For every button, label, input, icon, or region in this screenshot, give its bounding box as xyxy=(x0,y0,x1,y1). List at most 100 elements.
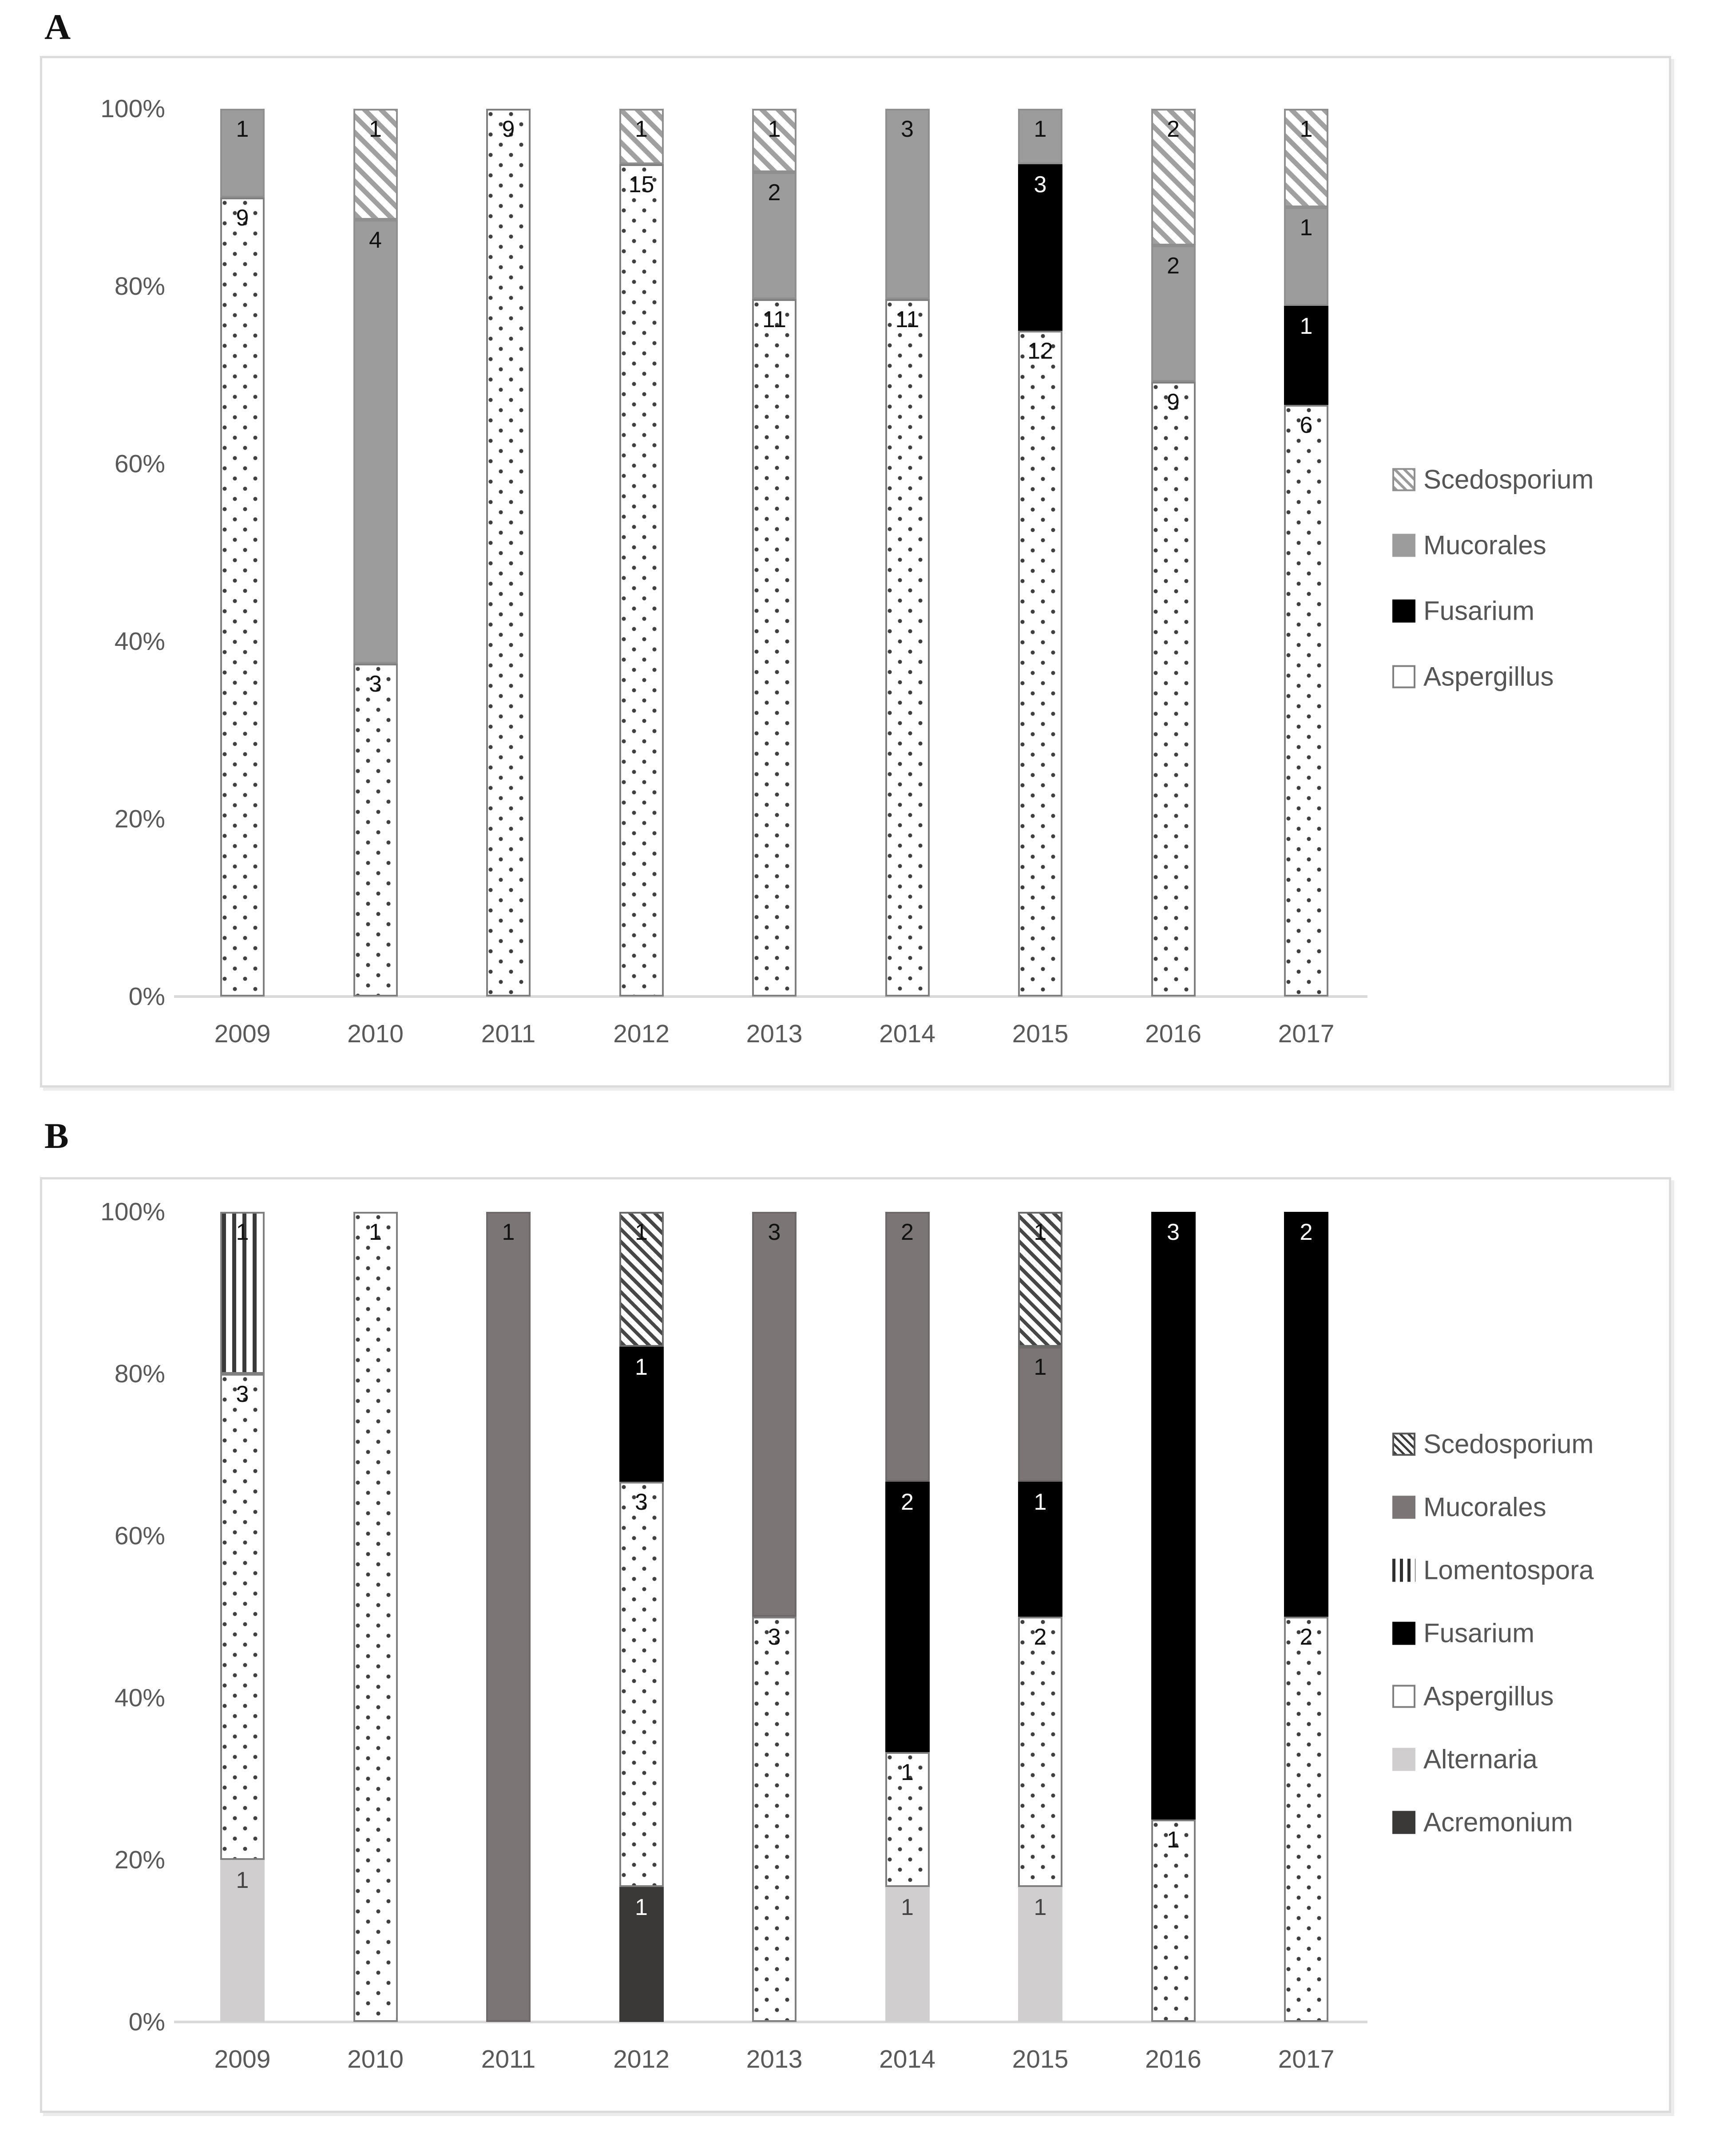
bar-segment-2016-scedosporium: 2 xyxy=(1151,109,1196,245)
bar-segment-2010-scedosporium: 1 xyxy=(353,109,398,220)
mucorales-swatch-icon xyxy=(1392,534,1415,557)
bar-segment-2011-aspergillus: 9 xyxy=(486,109,531,997)
bar-segment-2010-mucorales: 4 xyxy=(353,220,398,664)
bar-segment-2017-fusarium: 1 xyxy=(1284,306,1328,405)
fusarium-swatch-icon xyxy=(1392,1622,1415,1645)
segment-value-label: 3 xyxy=(369,671,382,697)
y-axis-tick-label: 20% xyxy=(114,1846,165,1874)
bar-segment-2015-fusarium: 3 xyxy=(1018,164,1062,331)
legend-label: Aspergillus xyxy=(1423,661,1554,692)
segment-value-label: 1 xyxy=(901,1895,914,1920)
legend-item-mucorales: Mucorales xyxy=(1392,1492,1546,1523)
y-axis-tick-label: 80% xyxy=(114,272,165,301)
bar-segment-2012-fusarium: 1 xyxy=(619,1347,664,1482)
acremonium-swatch-icon xyxy=(1392,1811,1415,1834)
segment-value-label: 1 xyxy=(236,116,249,142)
segment-value-label: 6 xyxy=(1300,412,1313,438)
bar-segment-2014-aspergillus: 11 xyxy=(885,299,930,997)
legend-item-aspergillus: Aspergillus xyxy=(1392,1681,1554,1712)
bar-segment-2017-aspergillus: 6 xyxy=(1284,405,1328,997)
legend-label: Mucorales xyxy=(1423,530,1546,560)
segment-value-label: 2 xyxy=(1300,1624,1313,1650)
x-axis-baseline xyxy=(174,995,1367,998)
segment-value-label: 2 xyxy=(1034,1624,1047,1650)
y-axis-tick-label: 40% xyxy=(114,1684,165,1712)
panel-b-letter: B xyxy=(44,1116,69,1156)
legend-label: Fusarium xyxy=(1423,1618,1535,1648)
segment-value-label: 1 xyxy=(635,116,648,142)
segment-value-label: 1 xyxy=(236,1867,249,1893)
segment-value-label: 1 xyxy=(369,1219,382,1245)
bar-segment-2012-aspergillus: 3 xyxy=(619,1482,664,1887)
bar-segment-2017-mucorales: 1 xyxy=(1284,207,1328,306)
panel-a-chart: 100% 80% 60% 40% 20% 0% 9 1 2009 3 4 1 2010 9 2011 15 1 2… xyxy=(40,56,1671,1088)
segment-value-label: 3 xyxy=(236,1381,249,1407)
bar-segment-2017-scedosporium: 1 xyxy=(1284,109,1328,207)
segment-value-label: 15 xyxy=(628,172,654,198)
bar-segment-2015-mucorales: 1 xyxy=(1018,1347,1062,1482)
x-axis-year-label: 2009 xyxy=(214,1020,271,1048)
bar-segment-2012-acremonium: 1 xyxy=(619,1887,664,2022)
y-axis-tick-label: 100% xyxy=(100,95,165,123)
segment-value-label: 9 xyxy=(502,116,515,142)
alternaria-swatch-icon xyxy=(1392,1748,1415,1771)
x-axis-year-label: 2017 xyxy=(1278,2045,1335,2073)
y-axis-tick-label: 80% xyxy=(114,1360,165,1388)
bar-segment-2012-aspergillus: 15 xyxy=(619,164,664,997)
bar-segment-2014-fusarium: 2 xyxy=(885,1482,930,1752)
segment-value-label: 12 xyxy=(1027,338,1053,364)
bar-segment-2015-alternaria: 1 xyxy=(1018,1887,1062,2022)
bar-segment-2009-aspergillus: 3 xyxy=(220,1374,265,1860)
x-axis-year-label: 2016 xyxy=(1145,2045,1201,2073)
fusarium-swatch-icon xyxy=(1392,599,1415,622)
segment-value-label: 1 xyxy=(1167,1827,1180,1853)
bar-segment-2013-aspergillus: 11 xyxy=(752,299,797,997)
legend-label: Acremonium xyxy=(1423,1807,1573,1837)
segment-value-label: 9 xyxy=(1167,389,1180,415)
bar-segment-2010-aspergillus: 3 xyxy=(353,664,398,997)
bar-segment-2017-fusarium: 2 xyxy=(1284,1212,1328,1617)
segment-value-label: 9 xyxy=(236,205,249,231)
segment-value-label: 3 xyxy=(635,1489,648,1515)
bar-segment-2012-scedosporium: 1 xyxy=(619,109,664,164)
segment-value-label: 1 xyxy=(1034,1219,1047,1245)
legend-item-fusarium: Fusarium xyxy=(1392,1618,1534,1649)
bar-segment-2015-fusarium: 1 xyxy=(1018,1482,1062,1617)
segment-value-label: 1 xyxy=(1034,1895,1047,1920)
segment-value-label: 3 xyxy=(1034,172,1047,198)
y-axis-tick-label: 40% xyxy=(114,627,165,656)
bar-segment-2014-mucorales: 2 xyxy=(885,1212,930,1482)
aspergillus-swatch-icon xyxy=(1392,665,1415,688)
x-axis-year-label: 2014 xyxy=(879,1020,935,1048)
panel-b-chart: 100% 80% 60% 40% 20% 0% 1 3 1 2009 1 2010 1 2011 1 3 1 1 2… xyxy=(40,1177,1671,2113)
segment-value-label: 1 xyxy=(635,1219,648,1245)
bar-segment-2014-aspergillus: 1 xyxy=(885,1752,930,1887)
bar-segment-2013-aspergillus: 3 xyxy=(752,1617,797,2022)
x-axis-year-label: 2011 xyxy=(481,1020,536,1048)
bar-segment-2017-aspergillus: 2 xyxy=(1284,1617,1328,2022)
x-axis-year-label: 2015 xyxy=(1012,1020,1069,1048)
segment-value-label: 2 xyxy=(1300,1219,1313,1245)
y-axis-tick-label: 0% xyxy=(128,2008,165,2036)
x-axis-year-label: 2015 xyxy=(1012,2045,1069,2073)
x-axis-year-label: 2010 xyxy=(347,1020,404,1048)
bar-segment-2015-scedosporium: 1 xyxy=(1018,1212,1062,1347)
x-axis-baseline xyxy=(174,2021,1367,2023)
segment-value-label: 3 xyxy=(901,116,914,142)
segment-value-label: 1 xyxy=(635,1895,648,1920)
bar-segment-2014-mucorales: 3 xyxy=(885,109,930,299)
segment-value-label: 11 xyxy=(762,307,786,332)
aspergillus-swatch-icon xyxy=(1392,1685,1415,1708)
legend-label: Fusarium xyxy=(1423,596,1535,626)
legend-item-scedosporium: Scedosporium xyxy=(1392,1429,1594,1460)
legend-label: Scedosporium xyxy=(1423,464,1594,494)
segment-value-label: 1 xyxy=(236,1219,249,1245)
bar-segment-2016-fusarium: 3 xyxy=(1151,1212,1196,1820)
y-axis-tick-label: 100% xyxy=(100,1198,165,1226)
bar-segment-2009-mucorales: 1 xyxy=(220,109,265,198)
bar-segment-2013-scedosporium: 1 xyxy=(752,109,797,172)
x-axis-year-label: 2014 xyxy=(879,2045,935,2073)
y-axis-tick-label: 60% xyxy=(114,1522,165,1550)
segment-value-label: 1 xyxy=(768,116,781,142)
legend-label: Lomentospora xyxy=(1423,1555,1594,1585)
